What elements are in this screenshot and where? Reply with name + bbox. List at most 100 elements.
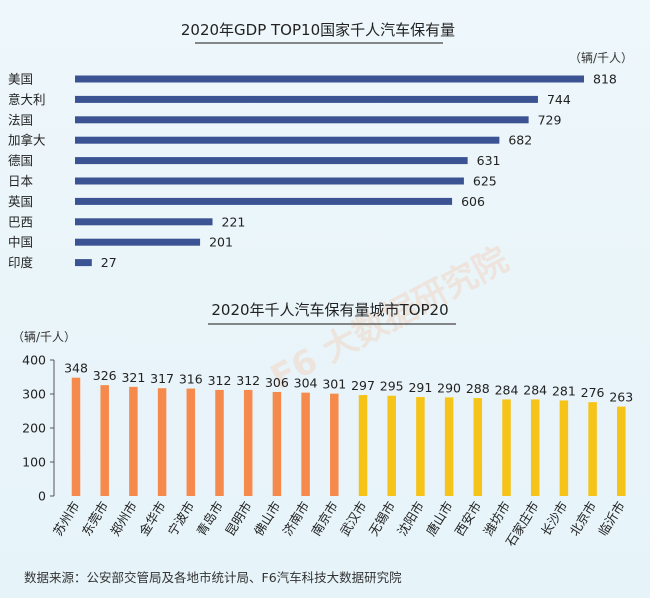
chart2-value-label: 263 (609, 390, 633, 405)
chart2-unit: （辆/千人） (12, 330, 76, 344)
chart2-bar (71, 377, 81, 496)
chart2-category-label: 苏州市 (50, 499, 83, 539)
chart2-y-tick-label: 400 (22, 353, 46, 368)
chart2-value-label: 321 (121, 370, 145, 385)
chart2-value-label: 317 (150, 371, 174, 386)
chart1-value-label: 201 (209, 235, 233, 250)
chart1-bar (75, 197, 453, 205)
chart2-category-label: 佛山市 (251, 499, 284, 539)
chart2-bar (588, 402, 597, 496)
chart1-value-label: 744 (547, 92, 571, 107)
chart2-category-label: 临沂市 (595, 499, 628, 539)
chart1-title: 2020年GDP TOP10国家千人汽车保有量 (181, 21, 455, 39)
chart2-bar (129, 386, 138, 496)
chart1-category-label: 中国 (8, 235, 33, 250)
chart2-value-label: 316 (179, 372, 203, 387)
chart2-category-label: 青岛市 (193, 499, 226, 539)
chart1-bar (75, 259, 92, 267)
chart2-category-label: 济南市 (280, 499, 313, 539)
chart2-y-tick-label: 200 (22, 421, 46, 436)
chart2-bar (186, 388, 196, 496)
chart1-value-label: 625 (473, 174, 497, 189)
chart2-bar (100, 385, 109, 496)
chart2-value-label: 284 (523, 382, 547, 397)
chart1-bar (75, 177, 464, 185)
chart2-bars: 348 苏州市 326 东莞市 321 郑州市 317 金华市 316 宁波市 312 青岛市 312 昆… (50, 361, 633, 549)
chart1-value-label: 606 (461, 194, 485, 209)
chart1-category-label: 意大利 (8, 92, 46, 107)
chart2-value-label: 304 (294, 376, 318, 391)
chart2-bar (272, 391, 282, 496)
chart2-category-label: 东莞市 (79, 499, 112, 539)
chart2-value-label: 348 (64, 361, 88, 376)
chart2-category-label: 西安市 (452, 499, 485, 539)
chart2-category-label: 长沙市 (538, 499, 571, 539)
chart2-bar (473, 398, 483, 496)
chart1-value-label: 818 (593, 72, 617, 87)
chart2-bar (358, 395, 368, 496)
chart2-bar (157, 388, 167, 496)
chart2-value-label: 306 (265, 375, 289, 390)
chart1-bar (75, 238, 201, 246)
chart2-bar (444, 397, 454, 496)
chart1-bars: 美国 818 意大利 744 法国 729 加拿大 682 德国 631 日本 625 英国 606 巴西 2… (8, 72, 617, 271)
chart2-y-tick-label: 300 (22, 387, 46, 402)
chart2-value-label: 291 (408, 380, 432, 395)
chart1-category-label: 日本 (8, 174, 34, 189)
chart1-category-label: 加拿大 (8, 133, 46, 148)
chart1-bar (75, 75, 584, 83)
chart2-category-label: 郑州市 (107, 499, 140, 539)
chart2-bar (330, 393, 339, 496)
chart1-bar (75, 116, 529, 124)
chart2-title: 2020年千人汽车保有量城市TOP20 (211, 301, 448, 319)
chart2-bar (416, 397, 425, 496)
chart1-bar (75, 136, 500, 144)
chart2-value-label: 312 (208, 373, 232, 388)
chart2-bar (502, 399, 511, 496)
chart2-category-label: 北京市 (567, 499, 600, 539)
chart2-value-label: 297 (351, 378, 375, 393)
chart2-category-label: 宁波市 (165, 499, 198, 539)
gdp-top10-car-ownership-chart: 2020年GDP TOP10国家千人汽车保有量 （辆/千人） 美国 818 意大利 7… (8, 21, 633, 270)
chart1-value-label: 682 (508, 133, 532, 148)
chart1-category-label: 巴西 (8, 214, 33, 229)
chart2-y-tick-label: 100 (22, 455, 46, 470)
chart2-value-label: 288 (466, 381, 490, 396)
chart2-value-label: 290 (437, 380, 461, 395)
chart1-category-label: 美国 (8, 72, 33, 87)
chart1-category-label: 德国 (8, 153, 33, 168)
chart2-category-label: 无锡市 (366, 499, 399, 539)
chart2-category-label: 南京市 (308, 499, 341, 539)
chart1-category-label: 印度 (8, 255, 34, 270)
chart1-value-label: 631 (477, 153, 501, 168)
chart2-bar (243, 389, 253, 496)
chart1-value-label: 729 (538, 112, 562, 127)
chart2-category-label: 昆明市 (222, 499, 255, 539)
chart2-bar (559, 400, 569, 496)
data-source-note: 数据来源：公安部交管局及各地市统计局、F6汽车科技大数据研究院 (24, 570, 402, 585)
chart2-bar (215, 389, 224, 496)
chart2-category-label: 金华市 (136, 499, 169, 539)
chart1-unit: （辆/千人） (569, 51, 633, 65)
chart1-bar (75, 95, 538, 103)
chart2-value-label: 326 (93, 368, 117, 383)
chart1-value-label: 221 (222, 214, 246, 229)
chart2-value-label: 301 (322, 377, 346, 392)
chart2-category-label: 唐山市 (423, 499, 456, 539)
chart1-bar (75, 218, 213, 226)
chart2-bar (530, 399, 540, 496)
chart1-value-label: 27 (101, 255, 117, 270)
chart2-bar (617, 406, 626, 496)
chart2-value-label: 312 (236, 373, 260, 388)
chart2-value-label: 276 (581, 385, 605, 400)
chart2-bar (387, 395, 396, 496)
chart2-category-label: 武汉市 (337, 499, 370, 539)
chart2-category-label: 沈阳市 (394, 499, 427, 539)
chart2-value-label: 281 (552, 383, 576, 398)
chart2-y-axis: 0 100 200 300 400 (22, 353, 55, 504)
chart2-bar (301, 392, 310, 496)
chart1-category-label: 法国 (8, 112, 33, 127)
chart1-category-label: 英国 (8, 194, 33, 209)
chart2-y-tick-label: 0 (38, 489, 46, 504)
